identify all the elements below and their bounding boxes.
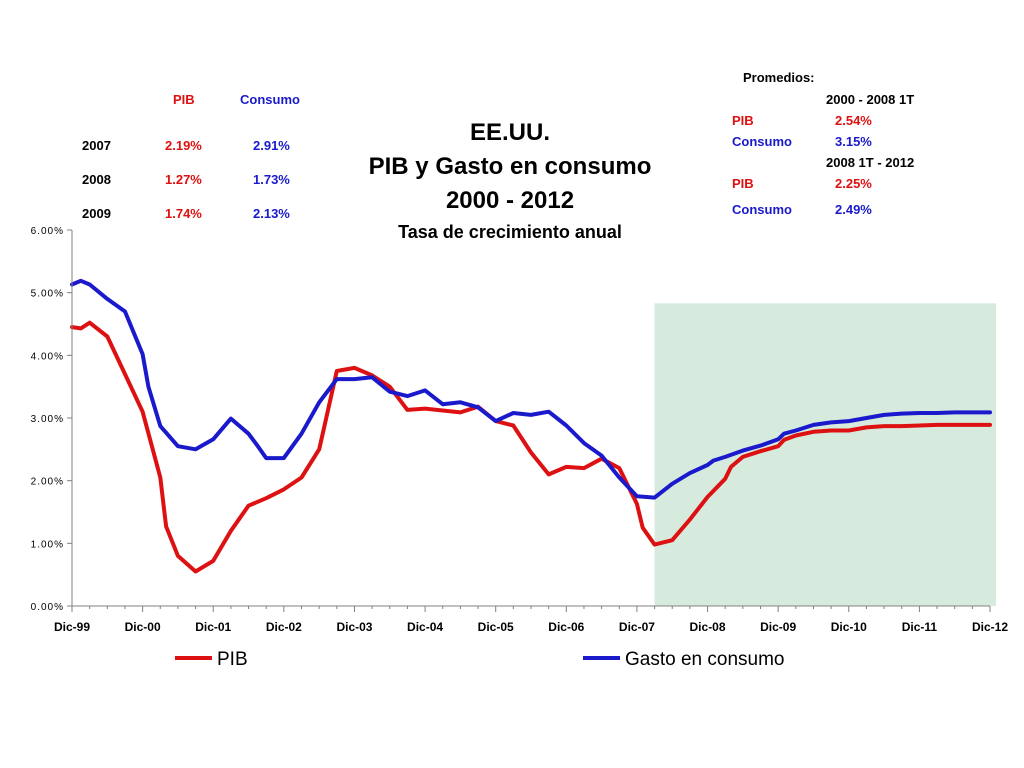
averages-period2-consumo: 2.49% (835, 202, 872, 217)
annual-year-2007: 2007 (82, 138, 111, 153)
averages-period1: 2000 - 2008 1T (826, 92, 915, 107)
x-tick-label: Dic-07 (619, 620, 655, 634)
annual-year-2009: 2009 (82, 206, 111, 221)
y-tick-label: 6.00% (31, 226, 64, 237)
annual-consumo-2009: 2.13% (253, 206, 290, 221)
annual-consumo-2008: 1.73% (253, 172, 290, 187)
x-tick-label: Dic-09 (760, 620, 796, 634)
chart-subtitle: Tasa de crecimiento anual (398, 222, 622, 242)
annual-consumo-2007: 2.91% (253, 138, 290, 153)
averages-period2: 2008 1T - 2012 (826, 155, 915, 170)
y-tick-label: 0.00% (31, 602, 64, 613)
averages-period2-pib-label: PIB (732, 176, 754, 191)
averages-heading: Promedios: (743, 70, 815, 85)
x-tick-label: Dic-06 (548, 620, 584, 634)
chart-title-block: EE.UU. PIB y Gasto en consumo 2000 - 201… (340, 116, 680, 245)
shaded-period (654, 303, 996, 606)
legend-label-consumo: Gasto en consumo (625, 649, 784, 670)
annual-header-pib: PIB (173, 92, 195, 107)
annual-pib-2009: 1.74% (165, 206, 202, 221)
chart-title-line3: 2000 - 2012 (445, 187, 575, 214)
chart-title-line2: PIB y Gasto en consumo (368, 153, 652, 180)
averages-period1-pib: 2.54% (835, 113, 872, 128)
x-tick-label: Dic-05 (478, 620, 514, 634)
x-tick-label: Dic-01 (195, 620, 231, 634)
x-tick-label: Dic-00 (125, 620, 161, 634)
annual-header-consumo: Consumo (240, 92, 300, 107)
y-tick-label: 3.00% (31, 414, 64, 425)
x-tick-label: Dic-11 (902, 620, 938, 634)
series-line-pib (70, 320, 992, 574)
series-line-consumo (70, 278, 992, 500)
x-tick-label: Dic-02 (266, 620, 302, 634)
averages-period1-consumo: 3.15% (835, 134, 872, 149)
x-tick-label: Dic-99 (54, 620, 90, 634)
annual-pib-2007: 2.19% (165, 138, 202, 153)
averages-period1-pib-label: PIB (732, 113, 754, 128)
x-tick-label: Dic-04 (407, 620, 443, 634)
averages-period2-consumo-label: Consumo (732, 202, 792, 217)
y-tick-label: 5.00% (31, 289, 64, 300)
y-tick-label: 1.00% (31, 539, 64, 550)
x-tick-label: Dic-10 (831, 620, 867, 634)
annual-year-2008: 2008 (82, 172, 111, 187)
annual-pib-2008: 1.27% (165, 172, 202, 187)
averages-period2-pib: 2.25% (835, 176, 872, 191)
chart-title-line1: EE.UU. (469, 119, 550, 146)
x-tick-label: Dic-08 (690, 620, 726, 634)
legend-label-pib: PIB (217, 649, 248, 670)
averages-period1-consumo-label: Consumo (732, 134, 792, 149)
y-tick-label: 4.00% (31, 351, 64, 362)
y-tick-label: 2.00% (31, 477, 64, 488)
x-tick-label: Dic-12 (972, 620, 1008, 634)
x-tick-label: Dic-03 (336, 620, 372, 634)
